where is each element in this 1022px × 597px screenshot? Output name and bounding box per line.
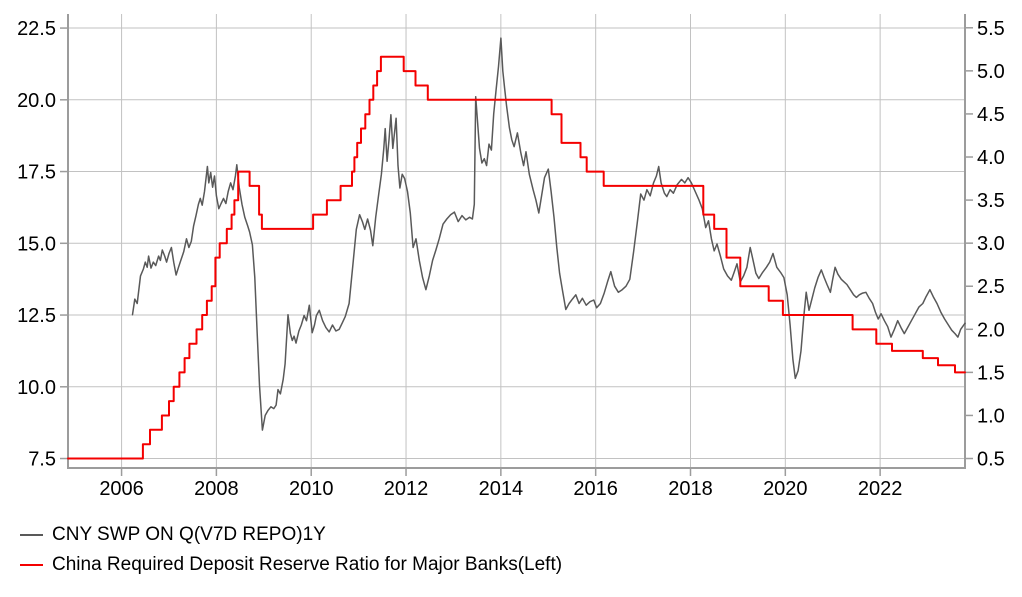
y-right-tick-label: 5.0	[977, 61, 1005, 83]
x-tick-label: 2018	[668, 478, 713, 500]
y-right-tick-label: 5.5	[977, 18, 1005, 40]
x-tick-label: 2016	[573, 478, 618, 500]
y-right-tick-label: 4.5	[977, 104, 1005, 126]
china-rrr-line	[67, 55, 966, 460]
y-right-tick-label: 2.0	[977, 319, 1005, 341]
x-tick-label: 2014	[479, 478, 524, 500]
chart-svg: 22.5 20.0 17.5 15.0 12.5 10.0 7.5 5.5 5.0 4.5 4.0 3…	[17, 14, 1005, 500]
y-left-tick-label: 10.0	[17, 377, 56, 399]
y-right-tick-label: 1.0	[977, 405, 1005, 427]
x-tick-label: 2022	[858, 478, 903, 500]
y-right-tick-label: 0.5	[977, 449, 1005, 471]
y-left-tick-label: 20.0	[17, 90, 56, 112]
legend-swatch-0	[20, 534, 43, 536]
y-right-tick-label: 2.5	[977, 276, 1005, 298]
y-left-tick-label: 12.5	[17, 305, 56, 327]
legend-swatch-1	[20, 564, 43, 566]
legend-item-cny-swap: CNY SWP ON Q(V7D REPO)1Y	[20, 520, 562, 550]
y-left-tick-label: 22.5	[17, 18, 56, 40]
x-tick-label: 2020	[763, 478, 808, 500]
legend-label-cny-swap: CNY SWP ON Q(V7D REPO)1Y	[52, 524, 326, 545]
cny-swap-line	[131, 37, 966, 431]
x-tick-label: 2010	[289, 478, 334, 500]
y-right-tick-label: 1.5	[977, 362, 1005, 384]
y-left-tick-label: 17.5	[17, 162, 56, 184]
x-tick-label: 2006	[99, 478, 144, 500]
y-right-tick-label: 3.0	[977, 233, 1005, 255]
x-tick-label: 2012	[384, 478, 429, 500]
chart-legend: CNY SWP ON Q(V7D REPO)1Y China Required …	[20, 520, 562, 580]
legend-label-china-rrr: China Required Deposit Reserve Ratio for…	[52, 554, 563, 575]
y-left-tick-label: 15.0	[17, 233, 56, 255]
y-right-tick-label: 3.5	[977, 190, 1005, 212]
y-right-tick-label: 4.0	[977, 147, 1005, 169]
x-tick-label: 2008	[194, 478, 239, 500]
legend-item-china-rrr: China Required Deposit Reserve Ratio for…	[20, 550, 562, 580]
y-left-tick-label: 7.5	[28, 449, 56, 471]
